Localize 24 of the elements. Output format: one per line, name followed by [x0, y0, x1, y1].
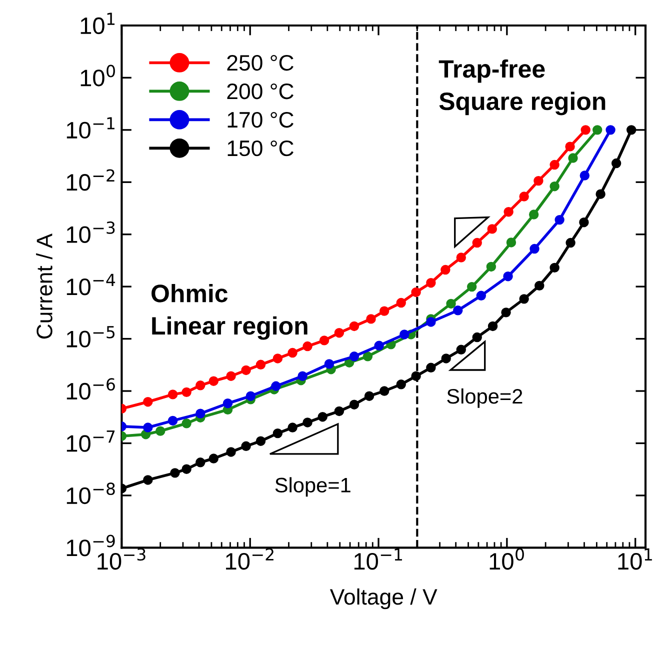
- y-tick-label: 10$^{−8}$: [66, 482, 115, 504]
- annotation: Slope=1: [275, 477, 350, 497]
- legend-label: 200 °C: [227, 83, 294, 100]
- annotation: Slope=2: [447, 388, 522, 408]
- y-tick-label: 10$^{1}$: [80, 12, 115, 34]
- y-tick-label: 10$^{−6}$: [66, 378, 115, 400]
- y-tick-label: 10$^{−2}$: [66, 169, 114, 191]
- x-axis-title: Voltage / V: [330, 588, 438, 610]
- legend-label: 150 °C: [228, 140, 294, 156]
- y-tick-label: 10$^{−1}$: [66, 117, 114, 139]
- y-axis-title: Current / A: [36, 234, 52, 339]
- annotation: Ohmic Linear region: [152, 284, 308, 340]
- x-tick-label: 10$^{1}$: [618, 548, 652, 570]
- legend-label: 250 °C: [227, 54, 294, 71]
- x-tick-label: 10$^{−2}$: [226, 548, 274, 570]
- y-tick-label: 10$^{−5}$: [66, 326, 115, 348]
- y-tick-label: 10$^{−4}$: [66, 274, 116, 296]
- y-tick-label: 10$^{0}$: [80, 64, 115, 86]
- annotation: Trap-free Square region: [438, 59, 606, 116]
- x-tick-label: 10$^{−1}$: [354, 548, 402, 570]
- x-tick-label: 10$^{0}$: [490, 548, 524, 570]
- y-tick-label: 10$^{−7}$: [66, 430, 115, 452]
- y-tick-label: 10$^{−3}$: [66, 221, 115, 243]
- legend-label: 170 °C: [228, 112, 294, 128]
